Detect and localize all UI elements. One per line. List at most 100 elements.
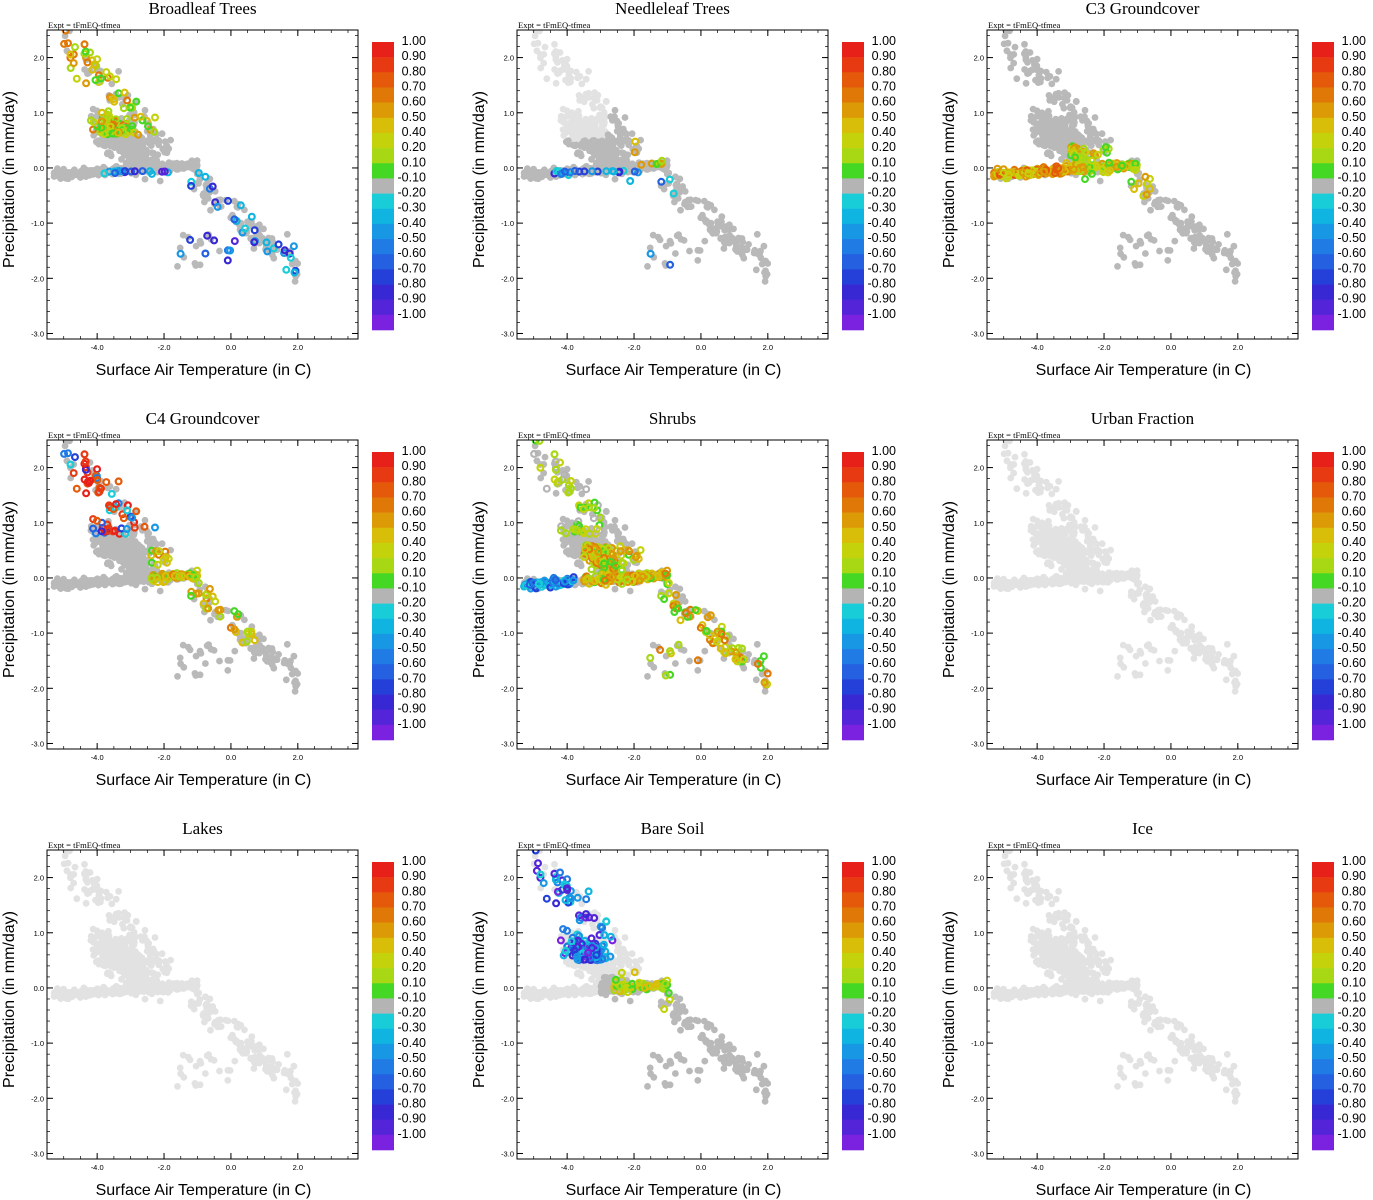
colorbar-swatch <box>372 527 394 544</box>
x-axis-label: Surface Air Temperature (in C) <box>566 362 782 379</box>
data-point <box>617 137 624 145</box>
data-point <box>103 141 110 149</box>
colorbar-label: -0.40 <box>1338 216 1367 230</box>
data-point <box>602 507 610 515</box>
data-point <box>1061 89 1068 96</box>
data-point <box>269 244 278 253</box>
x-tick-label: -2.0 <box>158 343 171 352</box>
colorbar-label: -0.20 <box>398 596 427 610</box>
data-point <box>114 546 121 554</box>
data-point <box>187 177 196 186</box>
data-point <box>176 249 185 258</box>
scatter-points <box>520 440 772 695</box>
data-point <box>721 226 729 234</box>
data-point <box>1013 75 1021 83</box>
colorbar-label: 0.50 <box>402 110 426 124</box>
data-point <box>154 151 162 159</box>
data-point <box>204 195 212 202</box>
data-point <box>1006 30 1013 35</box>
data-point <box>188 157 196 165</box>
colorbar-swatch <box>372 193 394 210</box>
data-point <box>1044 117 1052 125</box>
data-point <box>595 157 603 164</box>
data-point <box>557 117 565 124</box>
data-point <box>1147 206 1154 214</box>
colorbar-swatch <box>1312 193 1334 210</box>
x-tick-label: -2.0 <box>1098 343 1111 352</box>
data-point <box>1171 216 1178 223</box>
colorbar-label: -0.40 <box>398 216 427 230</box>
data-point <box>761 688 769 695</box>
data-point <box>141 585 149 593</box>
data-point <box>537 51 544 58</box>
data-point <box>694 667 702 674</box>
y-tick-label: -2.0 <box>31 274 44 283</box>
data-point <box>128 122 137 131</box>
data-point <box>1026 67 1034 75</box>
data-point <box>114 477 123 486</box>
data-point <box>110 526 119 535</box>
data-point <box>150 127 159 136</box>
data-point <box>141 106 149 114</box>
y-tick-label: -3.0 <box>971 329 984 338</box>
y-tick-label: 0.0 <box>34 164 44 173</box>
data-point <box>1096 177 1104 185</box>
data-point <box>210 236 219 245</box>
data-point <box>1066 104 1074 112</box>
data-point <box>676 616 685 625</box>
data-point <box>89 524 98 533</box>
data-point <box>1213 246 1221 254</box>
data-point <box>274 240 283 249</box>
data-point <box>551 457 560 466</box>
data-point <box>587 565 596 574</box>
data-point <box>646 244 654 252</box>
data-point <box>738 235 746 242</box>
data-point <box>1004 170 1013 179</box>
data-point <box>563 66 571 74</box>
data-point <box>120 167 129 176</box>
data-point <box>733 244 740 251</box>
data-point <box>236 201 245 210</box>
data-point <box>560 577 569 586</box>
data-point <box>672 660 679 667</box>
data-point <box>114 136 121 144</box>
data-point <box>1081 106 1089 114</box>
data-point <box>1187 235 1195 243</box>
data-point <box>147 137 154 145</box>
data-point <box>72 74 81 83</box>
data-point <box>692 196 699 204</box>
data-point <box>102 68 111 77</box>
data-point <box>626 587 634 595</box>
data-point <box>203 231 212 240</box>
colorbar: 1.000.900.800.700.600.500.400.200.10-0.1… <box>372 34 427 331</box>
data-point <box>224 667 232 674</box>
data-point <box>291 679 298 686</box>
data-point <box>94 137 102 145</box>
scatter-points <box>990 30 1242 285</box>
data-point <box>137 564 145 571</box>
data-point <box>132 97 141 106</box>
data-point <box>194 589 203 598</box>
data-point <box>104 559 112 567</box>
data-point <box>570 126 578 134</box>
data-point <box>628 130 636 138</box>
data-point <box>132 507 141 516</box>
data-point <box>230 215 239 224</box>
data-point <box>569 576 578 585</box>
data-point <box>250 636 259 645</box>
data-point <box>1033 66 1041 74</box>
data-point <box>623 157 631 164</box>
colorbar-swatch <box>372 664 394 680</box>
data-point <box>60 169 68 177</box>
data-point <box>1234 260 1242 267</box>
data-point <box>1062 159 1071 168</box>
data-point <box>201 590 210 599</box>
colorbar-swatch <box>842 299 864 316</box>
colorbar-swatch <box>372 482 394 498</box>
colorbar-label: 0.90 <box>872 49 896 63</box>
data-point <box>611 175 619 183</box>
data-point <box>591 89 598 96</box>
colorbar-label: 0.70 <box>402 489 426 503</box>
data-point <box>1130 185 1139 194</box>
